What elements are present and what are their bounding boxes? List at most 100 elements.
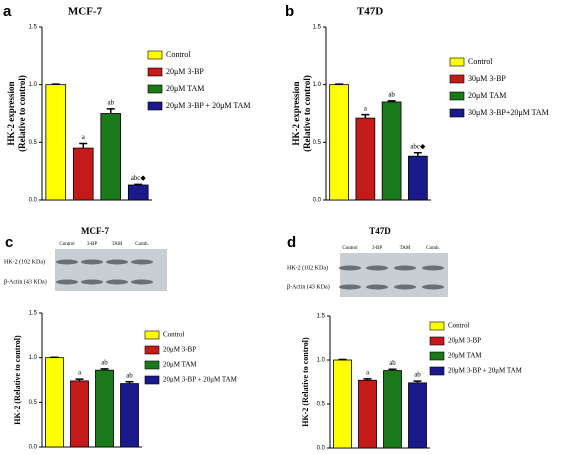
- bar: [358, 379, 377, 449]
- bar: [355, 117, 376, 201]
- blot-band: [106, 279, 128, 285]
- legend-swatch: [144, 360, 160, 370]
- legend-label: 20μM 3-BP + 20μM TAM: [448, 367, 523, 375]
- bar: [408, 155, 428, 201]
- y-tick-label: 0.0: [317, 446, 326, 452]
- blot-band: [131, 259, 153, 265]
- bar: [127, 184, 149, 201]
- y-tick-label: 0.5: [317, 402, 326, 408]
- significance-label: ab: [126, 371, 133, 379]
- y-axis-label: HK-2 expression: [6, 81, 16, 145]
- panel-letter: c: [5, 234, 13, 251]
- y-axis-label: HK-2 expression: [291, 81, 301, 145]
- legend-swatch: [429, 351, 445, 361]
- y-tick-label: 1.5: [29, 311, 38, 317]
- legend-swatch: [144, 330, 160, 340]
- y-tick-label: 0.0: [29, 198, 38, 204]
- blot-band: [56, 279, 78, 285]
- lane-label: Comb.: [135, 242, 148, 247]
- legend-swatch: [449, 91, 465, 101]
- bar: [95, 369, 114, 448]
- significance-label: ab: [414, 371, 421, 379]
- error-bar: [79, 142, 88, 149]
- blot-band: [81, 259, 103, 265]
- legend-label: 20μM TAM: [166, 84, 204, 93]
- legend-label: 20μM 3-BP + 20μM TAM: [166, 101, 250, 110]
- significance-label: abc◆: [131, 174, 147, 182]
- legend-swatch: [144, 375, 160, 385]
- bar: [72, 147, 94, 201]
- y-tick-label: 0.0: [313, 198, 322, 204]
- blot-band: [394, 284, 416, 290]
- error-bar: [106, 108, 115, 114]
- bar: [383, 370, 402, 449]
- blot-band: [106, 259, 128, 265]
- legend-swatch: [429, 321, 445, 331]
- bar: [45, 84, 67, 201]
- y-tick-label: 1.5: [313, 25, 322, 31]
- bar: [408, 382, 427, 449]
- significance-label: a: [82, 133, 86, 141]
- legend-swatch: [147, 50, 163, 60]
- significance-label: ab: [107, 98, 114, 106]
- significance-label: abc◆: [410, 142, 426, 150]
- bar: [70, 380, 89, 448]
- lane-label: TAM: [112, 242, 123, 247]
- blot-band: [81, 279, 103, 285]
- blot-band: [394, 265, 416, 271]
- y-tick-label: 1.0: [317, 358, 326, 364]
- chart-title: MCF-7: [68, 6, 103, 18]
- legend-swatch: [429, 366, 445, 376]
- error-bar: [125, 381, 134, 384]
- legend-label: Control: [448, 322, 469, 330]
- legend-swatch: [429, 336, 445, 346]
- blot-band: [422, 284, 444, 290]
- error-bar: [413, 151, 422, 157]
- significance-label: ab: [389, 359, 396, 367]
- blot-band: [366, 265, 388, 271]
- legend-label: 30μM 3-BP+20μM TAM: [468, 108, 549, 117]
- blot-band: [339, 284, 361, 290]
- lane-label: TAM: [400, 246, 411, 251]
- error-bar: [75, 378, 84, 381]
- legend-label: Control: [166, 50, 191, 59]
- bar: [120, 383, 139, 448]
- chart-title: T47D: [357, 6, 383, 18]
- y-tick-label: 1.5: [317, 314, 326, 320]
- y-axis-label: (Relative to control): [302, 75, 312, 152]
- y-tick-label: 0.5: [29, 400, 38, 406]
- blot-band: [422, 265, 444, 271]
- y-tick-label: 0.5: [29, 140, 38, 146]
- significance-label: a: [366, 369, 370, 377]
- legend-swatch: [147, 67, 163, 77]
- y-axis-label: HK-2 (Relative to control): [301, 337, 310, 427]
- error-bar: [134, 183, 143, 186]
- panel-letter: d: [287, 234, 296, 251]
- legend-swatch: [147, 84, 163, 94]
- y-tick-label: 0.5: [313, 140, 322, 146]
- y-axis-label: HK-2 (Relative to control): [13, 335, 22, 425]
- significance-label: ab: [101, 358, 108, 366]
- significance-label: ab: [388, 90, 395, 98]
- legend-label: 20μM 3-BP: [166, 67, 204, 76]
- row-label: HK-2 (102 KDa): [287, 264, 328, 271]
- y-tick-label: 1.0: [29, 82, 38, 88]
- y-tick-label: 1.5: [29, 25, 38, 31]
- legend-swatch: [449, 74, 465, 84]
- legend-label: 20μM 3-BP: [448, 337, 481, 345]
- blot-band: [339, 265, 361, 271]
- error-bar: [361, 113, 370, 119]
- significance-label: a: [78, 369, 82, 377]
- blot-image: [340, 253, 448, 297]
- row-label: β-Actin (43 KDa): [4, 278, 47, 285]
- panel-letter: b: [285, 3, 294, 20]
- lane-label: Control: [342, 246, 358, 251]
- blot-band: [366, 284, 388, 290]
- row-label: β-Actin (43 KDa): [287, 283, 330, 290]
- y-tick-label: 0.0: [29, 445, 38, 451]
- error-bar: [387, 100, 396, 102]
- y-tick-label: 1.0: [313, 82, 322, 88]
- error-bar: [100, 368, 109, 371]
- error-bar: [363, 378, 372, 381]
